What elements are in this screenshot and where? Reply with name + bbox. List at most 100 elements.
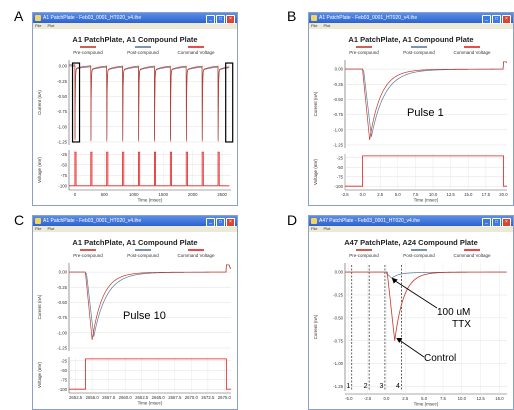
x-tick-label: 2662.5 xyxy=(135,395,149,400)
x-axis-label: Time (msec) xyxy=(414,198,439,203)
x-tick-label: -2.5 xyxy=(341,192,349,197)
close-icon[interactable]: × xyxy=(226,218,235,227)
window-title: A1 PatchPlate - Feb03_0001_HT020_v4.ihe xyxy=(319,15,418,21)
series-command-voltage xyxy=(345,155,507,187)
y-tick-label: -1.00 xyxy=(57,124,67,129)
x-tick-label: 15.0 xyxy=(495,396,504,401)
menu-file[interactable]: File xyxy=(311,23,318,28)
series-pre-compound xyxy=(69,264,231,340)
chart-b: A1 PatchPlate, A1 Compound Plate Pre-comp… xyxy=(313,35,508,203)
menu-file[interactable]: File xyxy=(35,226,42,231)
x-tick-label: 20.0 xyxy=(499,192,508,197)
app-window-c: A1 PatchPlate - Feb03_0001_HT020_v4.ihe … xyxy=(32,215,238,410)
window-title: A47 PatchPlate - Feb03_0001_HT020_v4.ihe xyxy=(319,218,420,224)
legend-label: Command Voltage xyxy=(177,50,215,55)
app-icon xyxy=(35,218,41,224)
x-tick-label: 17.5 xyxy=(482,192,491,197)
window-titlebar[interactable]: A47 PatchPlate - Feb03_0001_HT020_v4.ihe… xyxy=(309,216,513,227)
y-tick-label: -50 xyxy=(337,165,344,170)
y-tick-label: -100 xyxy=(58,183,67,188)
overlay-pulse-1: Pulse 1 xyxy=(407,107,444,119)
maximize-icon[interactable]: □ xyxy=(492,218,501,227)
maximize-icon[interactable]: □ xyxy=(216,218,225,227)
minimize-icon[interactable]: _ xyxy=(482,15,491,24)
y-tick-label: -0.50 xyxy=(333,315,343,320)
window-title: A1 PatchPlate - Feb03_0001_HT020_v4.ihe xyxy=(43,15,142,21)
x-tick-label: 2500 xyxy=(217,192,227,197)
y-tick-label: -1.25 xyxy=(333,143,343,148)
label-control: Control xyxy=(424,353,456,364)
y-tick-label: -1.00 xyxy=(333,361,343,366)
marker-label: 1 xyxy=(346,383,350,390)
window-titlebar[interactable]: A1 PatchPlate - Feb03_0001_HT020_v4.ihe … xyxy=(33,216,237,227)
series-pre-compound xyxy=(69,64,230,142)
y-tick-label: -0.25 xyxy=(333,293,343,298)
x-tick-label: 5.0 xyxy=(421,396,428,401)
y-axis-label: Current (nA) xyxy=(37,90,42,115)
marker-label: 4 xyxy=(396,383,400,390)
y-tick-label: -75 xyxy=(61,173,68,178)
menu-bar: File Plot xyxy=(33,23,237,29)
window-titlebar[interactable]: A1 PatchPlate - Feb03_0001_HT020_v4.ihe … xyxy=(33,13,237,24)
marker-label: 3 xyxy=(379,383,383,390)
menu-plot[interactable]: Plot xyxy=(323,226,331,231)
y-tick-label: 0.00 xyxy=(59,64,68,69)
y-axis-label: Current (nA) xyxy=(313,91,318,116)
x-tick-label: 500 xyxy=(101,192,109,197)
x-tick-label: 1000 xyxy=(129,192,139,197)
y-axis-label: Current (nA) xyxy=(313,314,318,339)
x-tick-label: 7.5 xyxy=(412,192,419,197)
y-axis-label: Voltage (mV) xyxy=(37,156,42,183)
menu-plot[interactable]: Plot xyxy=(47,23,55,28)
minimize-icon[interactable]: _ xyxy=(206,218,215,227)
menu-file[interactable]: File xyxy=(35,23,42,28)
y-tick-label: -0.75 xyxy=(333,112,343,117)
y-tick-label: -75 xyxy=(337,174,344,179)
x-tick-label: 2000 xyxy=(188,192,198,197)
highlight-box-pulse-1 xyxy=(71,62,81,143)
y-tick-label: -50 xyxy=(61,162,68,167)
x-tick-label: 0.0 xyxy=(383,396,390,401)
close-icon[interactable]: × xyxy=(502,218,511,227)
label-ttx-line1: 100 uM xyxy=(437,307,470,318)
minimize-icon[interactable]: _ xyxy=(482,218,491,227)
app-icon xyxy=(311,15,317,21)
y-tick-label: -0.50 xyxy=(57,94,67,99)
menu-file[interactable]: File xyxy=(311,226,318,231)
close-icon[interactable]: × xyxy=(502,15,511,24)
y-tick-label: -25 xyxy=(337,155,344,160)
legend-label: Command Voltage xyxy=(453,253,491,258)
chart-title: A47 PatchPlate, A24 Compound Plate xyxy=(344,238,478,247)
legend-label: Post-compound xyxy=(403,253,435,258)
y-tick-label: -75 xyxy=(61,377,68,382)
x-axis-label: Time (msec) xyxy=(138,198,163,203)
y-tick-label: -100 xyxy=(334,184,343,189)
x-tick-label: 1500 xyxy=(158,192,168,197)
overlay-pulse-10: Pulse 10 xyxy=(123,310,166,322)
x-tick-label: 2.5 xyxy=(402,396,409,401)
window-titlebar[interactable]: A1 PatchPlate - Feb03_0001_HT020_v4.ihe … xyxy=(309,13,513,24)
minimize-icon[interactable]: _ xyxy=(206,15,215,24)
app-window-a: A1 PatchPlate - Feb03_0001_HT020_v4.ihe … xyxy=(32,12,238,206)
x-tick-label: 2675.0 xyxy=(218,395,232,400)
label-ttx-line2: TTX xyxy=(452,319,471,330)
legend-label: Post-compound xyxy=(127,253,159,258)
x-tick-label: 10.0 xyxy=(458,396,467,401)
y-tick-label: -1.25 xyxy=(57,140,67,145)
y-tick-label: 0.00 xyxy=(59,270,68,275)
y-tick-label: -0.25 xyxy=(57,285,67,290)
app-window-d: A47 PatchPlate - Feb03_0001_HT020_v4.ihe… xyxy=(308,215,514,410)
menu-plot[interactable]: Plot xyxy=(323,23,331,28)
maximize-icon[interactable]: □ xyxy=(216,15,225,24)
control-arrow xyxy=(398,339,425,358)
x-tick-label: 2660.0 xyxy=(119,395,133,400)
maximize-icon[interactable]: □ xyxy=(492,15,501,24)
y-tick-label: -0.75 xyxy=(57,315,67,320)
panel-letter-a: A xyxy=(14,8,24,24)
series-control xyxy=(345,271,507,341)
close-icon[interactable]: × xyxy=(226,15,235,24)
menu-plot[interactable]: Plot xyxy=(47,226,55,231)
y-axis-label: Voltage (mV) xyxy=(313,158,318,185)
y-tick-label: 0.00 xyxy=(335,270,344,275)
y-tick-label: -50 xyxy=(61,368,68,373)
